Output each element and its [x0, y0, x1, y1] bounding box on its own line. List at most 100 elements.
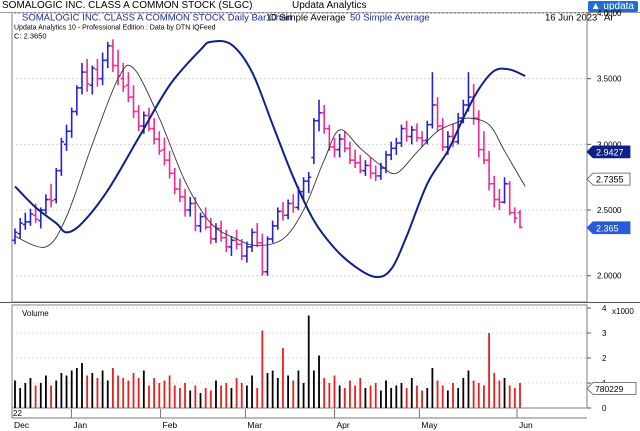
ohlc-bar	[496, 189, 502, 211]
last-close-readout: C: 2.3650	[14, 32, 47, 41]
volume-last-tag-label: 780229	[595, 384, 624, 394]
ohlc-bar	[290, 194, 296, 213]
ohlc-bar	[254, 223, 260, 247]
ohlc-bar	[502, 177, 508, 204]
ohlc-bar	[100, 52, 106, 86]
price-tag-box	[586, 145, 631, 159]
ohlc-bar	[507, 181, 513, 216]
ohlc-bar	[368, 157, 374, 179]
volume-title: Volume	[22, 309, 49, 318]
ohlc-bar	[84, 58, 90, 92]
volume-tick-label: 2	[602, 354, 607, 363]
ohlc-bar	[249, 228, 255, 253]
ohlc-bar	[280, 202, 286, 221]
ohlc-bar	[192, 196, 198, 232]
ohlc-bar	[301, 177, 307, 200]
ohlc-bar	[275, 207, 281, 230]
price-tick-label: 3.0000	[597, 140, 622, 149]
month-label: Jun	[519, 420, 533, 430]
ohlc-bar	[125, 72, 131, 103]
volume-y-axis: 01234x1000780229	[586, 304, 637, 413]
ohlc-bar	[388, 141, 394, 161]
ma50-legend: 50 Simple Average	[350, 13, 430, 24]
price-tick-label: 2.5000	[597, 206, 622, 215]
price-tick-label: 2.0000	[597, 272, 622, 281]
volume-panel-frame	[11, 304, 588, 409]
chart-title: SOMALOGIC INC. CLASS A COMMON STOCK Dail…	[22, 13, 292, 24]
ohlc-bar	[337, 133, 343, 158]
ohlc-bar	[208, 217, 214, 245]
price-tag: 2.365	[586, 221, 631, 235]
ohlc-bar	[198, 212, 204, 233]
ohlc-bar	[223, 229, 229, 253]
ohlc-bar	[167, 150, 173, 179]
ohlc-bar	[440, 118, 446, 151]
ohlc-bar	[306, 171, 312, 193]
ohlc-bar	[342, 131, 348, 153]
chart-date: 16 Jun 2023	[545, 13, 597, 24]
ohlc-bar	[89, 65, 95, 95]
ohlc-bar	[161, 137, 167, 166]
ohlc-bar	[465, 72, 471, 112]
price-tag-box	[586, 172, 631, 186]
ohlc-bar	[172, 168, 178, 195]
ohlc-bar	[48, 183, 54, 208]
ohlc-bar	[357, 154, 363, 174]
ohlc-bar	[182, 189, 188, 217]
ohlc-bar	[79, 62, 85, 95]
volume-tick-label: 4	[602, 304, 607, 313]
ohlc-bar	[331, 137, 337, 158]
volume-bars	[14, 315, 521, 408]
ohlc-bar	[285, 199, 291, 220]
month-label: Jan	[73, 420, 87, 430]
ohlc-bar	[316, 99, 322, 132]
ohlc-bar	[177, 178, 183, 203]
ohlc-bar	[429, 72, 435, 129]
ohlc-bar	[435, 97, 441, 132]
ohlc-bar	[17, 217, 23, 239]
month-label: Feb	[163, 420, 178, 430]
updata-logo: ▲ updata	[587, 1, 638, 12]
ohlc-bar	[136, 104, 142, 132]
ohlc-bar	[311, 118, 317, 165]
ohlc-bar	[404, 120, 410, 142]
price-panel-frame	[11, 12, 588, 303]
ma10-line	[14, 64, 526, 248]
ohlc-bar	[69, 107, 75, 138]
ohlc-bar	[259, 233, 265, 276]
price-tick-label: 3.5000	[597, 75, 622, 84]
ohlc-bar	[156, 131, 162, 155]
price-bars	[12, 39, 523, 276]
ohlc-bar	[476, 110, 482, 158]
ohlc-bar	[105, 41, 111, 69]
volume-tick-label: 0	[602, 404, 607, 413]
price-tag-label: 2.365	[596, 223, 619, 233]
ohlc-bar	[115, 49, 121, 86]
symbol-title: SOMALOGIC INC. CLASS A COMMON STOCK (SLG…	[2, 0, 253, 11]
ohlc-bar	[409, 125, 415, 145]
corner-label: Ar	[604, 13, 614, 24]
ohlc-bar	[414, 123, 420, 142]
ohlc-bar	[64, 124, 70, 151]
ohlc-bar	[234, 229, 240, 250]
app-title: Updata Analytics	[292, 0, 367, 11]
year-label: 22	[13, 409, 22, 418]
ohlc-bar	[239, 238, 245, 260]
x-axis: 22 Dec Jan Feb Mar Apr May Jun	[11, 409, 587, 430]
price-tag-box	[586, 221, 631, 235]
volume-grid	[12, 307, 587, 384]
price-tag: 2.9427	[586, 145, 631, 159]
ma50-line	[14, 39, 526, 279]
ohlc-bar	[265, 236, 270, 276]
month-label: May	[421, 420, 438, 430]
volume-last-tag: 780229	[586, 382, 637, 395]
ohlc-bar	[373, 165, 379, 182]
volume-tick-label: 3	[602, 329, 607, 338]
ohlc-bar	[270, 220, 276, 243]
month-label: Apr	[337, 420, 350, 430]
ohlc-bar	[398, 124, 404, 147]
ohlc-bar	[362, 160, 368, 176]
ohlc-bar	[27, 208, 33, 226]
ohlc-bar	[58, 137, 64, 176]
ohlc-bar	[94, 58, 100, 87]
